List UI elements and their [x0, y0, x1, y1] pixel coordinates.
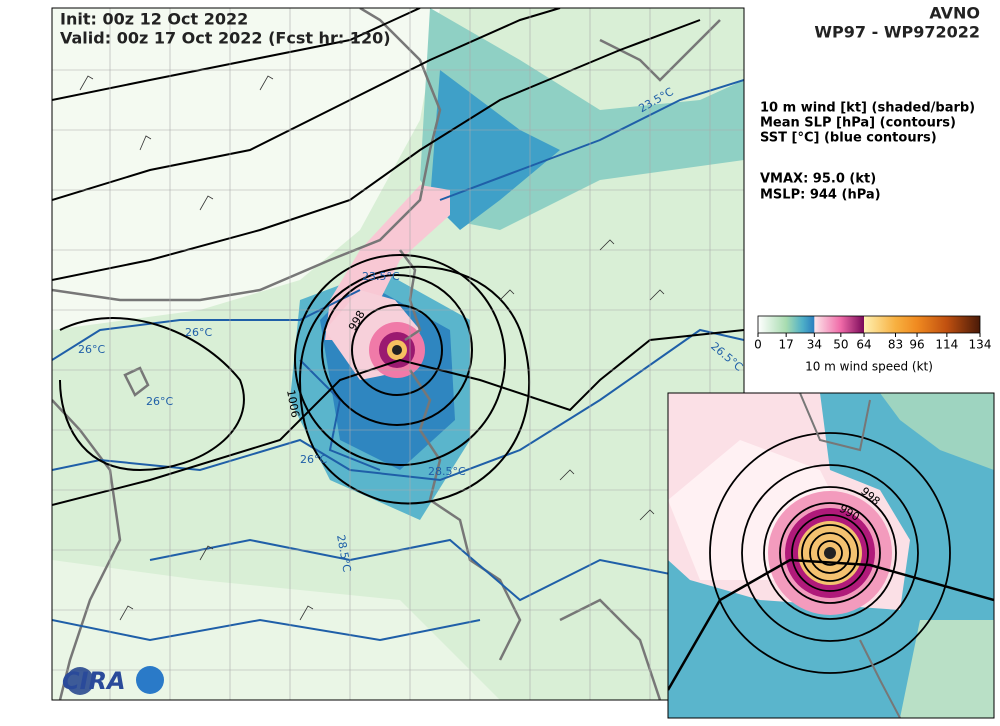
colorbar	[757, 315, 981, 334]
inset-frame	[667, 392, 995, 719]
logo-mark	[136, 666, 164, 694]
contour-label: 26°C	[300, 453, 327, 466]
contour-label: 26°C	[78, 343, 105, 356]
legend-line: SST [°C] (blue contours)	[760, 131, 937, 146]
colorbar-tick-label: 96	[909, 338, 924, 352]
vmax: VMAX: 95.0 (kt)	[760, 172, 876, 187]
legend-line: Mean SLP [hPa] (contours)	[760, 116, 956, 131]
colorbar-tick-label: 114	[935, 338, 958, 352]
colorbar-tick-label: 17	[779, 338, 794, 352]
valid-text: Valid: 00z 17 Oct 2022 (Fcst hr: 120)	[60, 29, 391, 48]
main-map: 23.5°C 998 1006 26°C 26°C 26°C 26°C 28.5…	[52, 8, 744, 700]
init-text: Init: 00z 12 Oct 2022	[60, 10, 248, 29]
colorbar-label: 10 m wind speed (kt)	[805, 360, 933, 374]
colorbar-tick-label: 34	[807, 338, 822, 352]
colorbar-tick-label: 83	[888, 338, 903, 352]
logo: CIRA	[62, 667, 126, 695]
contour-label: 26°C	[185, 326, 212, 339]
contour-label: 28.5°C	[334, 534, 353, 574]
colorbar-tick-label: 0	[754, 338, 762, 352]
contour-label: 28.5°C	[428, 465, 466, 478]
model-name: AVNO	[929, 4, 980, 23]
colorbar-tick-label: 50	[833, 338, 848, 352]
colorbar-tick-label: 134	[969, 338, 992, 352]
inset-map: 990 998	[668, 393, 994, 718]
logo-mark	[66, 667, 94, 695]
colorbar-tick-label: 64	[856, 338, 871, 352]
storm-id: WP97 - WP972022	[814, 23, 980, 42]
contour-label: 26°C	[146, 395, 173, 408]
legend-line: 10 m wind [kt] (shaded/barb)	[760, 101, 975, 116]
mslp: MSLP: 944 (hPa)	[760, 188, 881, 203]
contour-label: 23.5°C	[362, 270, 400, 283]
contour-label: 1006	[284, 389, 302, 419]
map-frame	[51, 7, 745, 701]
